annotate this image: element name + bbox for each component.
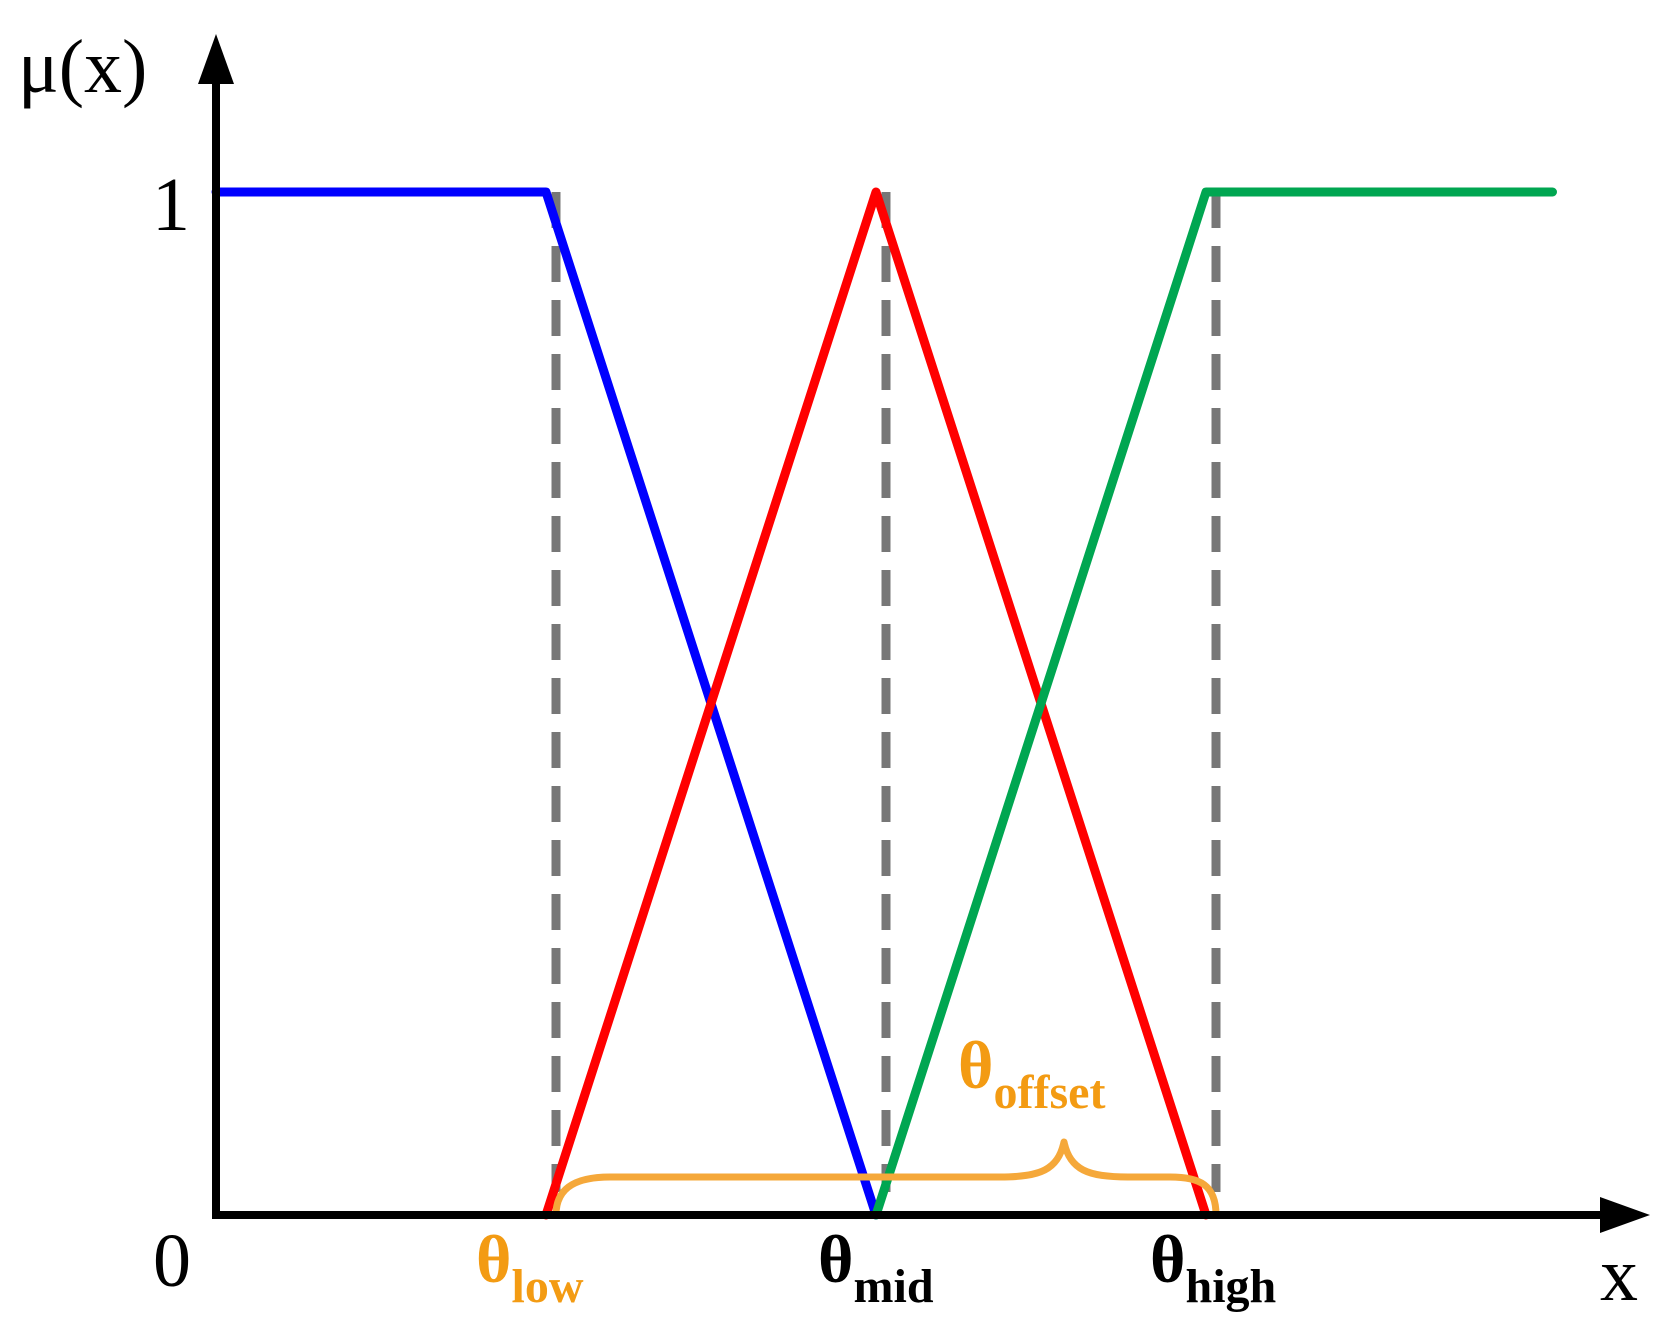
- y-axis-arrowhead: [198, 34, 234, 84]
- x-axis-arrowhead: [1600, 1197, 1650, 1233]
- y-axis-label: μ(x): [18, 25, 147, 109]
- theta-high-label: θhigh: [1150, 1221, 1276, 1313]
- membership-curve-high: [871, 187, 1557, 1220]
- theta-mid-subscript: mid: [854, 1260, 934, 1313]
- theta-offset-label: θoffset: [958, 1027, 1105, 1119]
- theta-low-subscript: low: [512, 1260, 584, 1313]
- threshold-guides: [551, 192, 1221, 1192]
- theta-low-label: θlow: [476, 1221, 584, 1313]
- theta-high-subscript: high: [1186, 1260, 1277, 1313]
- theta-low-symbol: θ: [476, 1221, 512, 1297]
- axes: [198, 34, 1650, 1233]
- membership-curves: [211, 187, 1557, 1220]
- membership-curve-mid: [541, 187, 1211, 1220]
- x-axis-label: x: [1600, 1233, 1638, 1317]
- membership-curve-low: [211, 187, 881, 1220]
- theta-mid-symbol: θ: [818, 1221, 854, 1297]
- theta-high-symbol: θ: [1150, 1221, 1186, 1297]
- theta-mid-label: θmid: [818, 1221, 934, 1313]
- origin-label: 0: [153, 1219, 191, 1303]
- y-tick-one-label: 1: [152, 163, 190, 247]
- theta-offset-subscript: offset: [994, 1066, 1106, 1119]
- theta-offset-symbol: θ: [958, 1027, 994, 1103]
- offset-brace: [552, 1138, 1220, 1219]
